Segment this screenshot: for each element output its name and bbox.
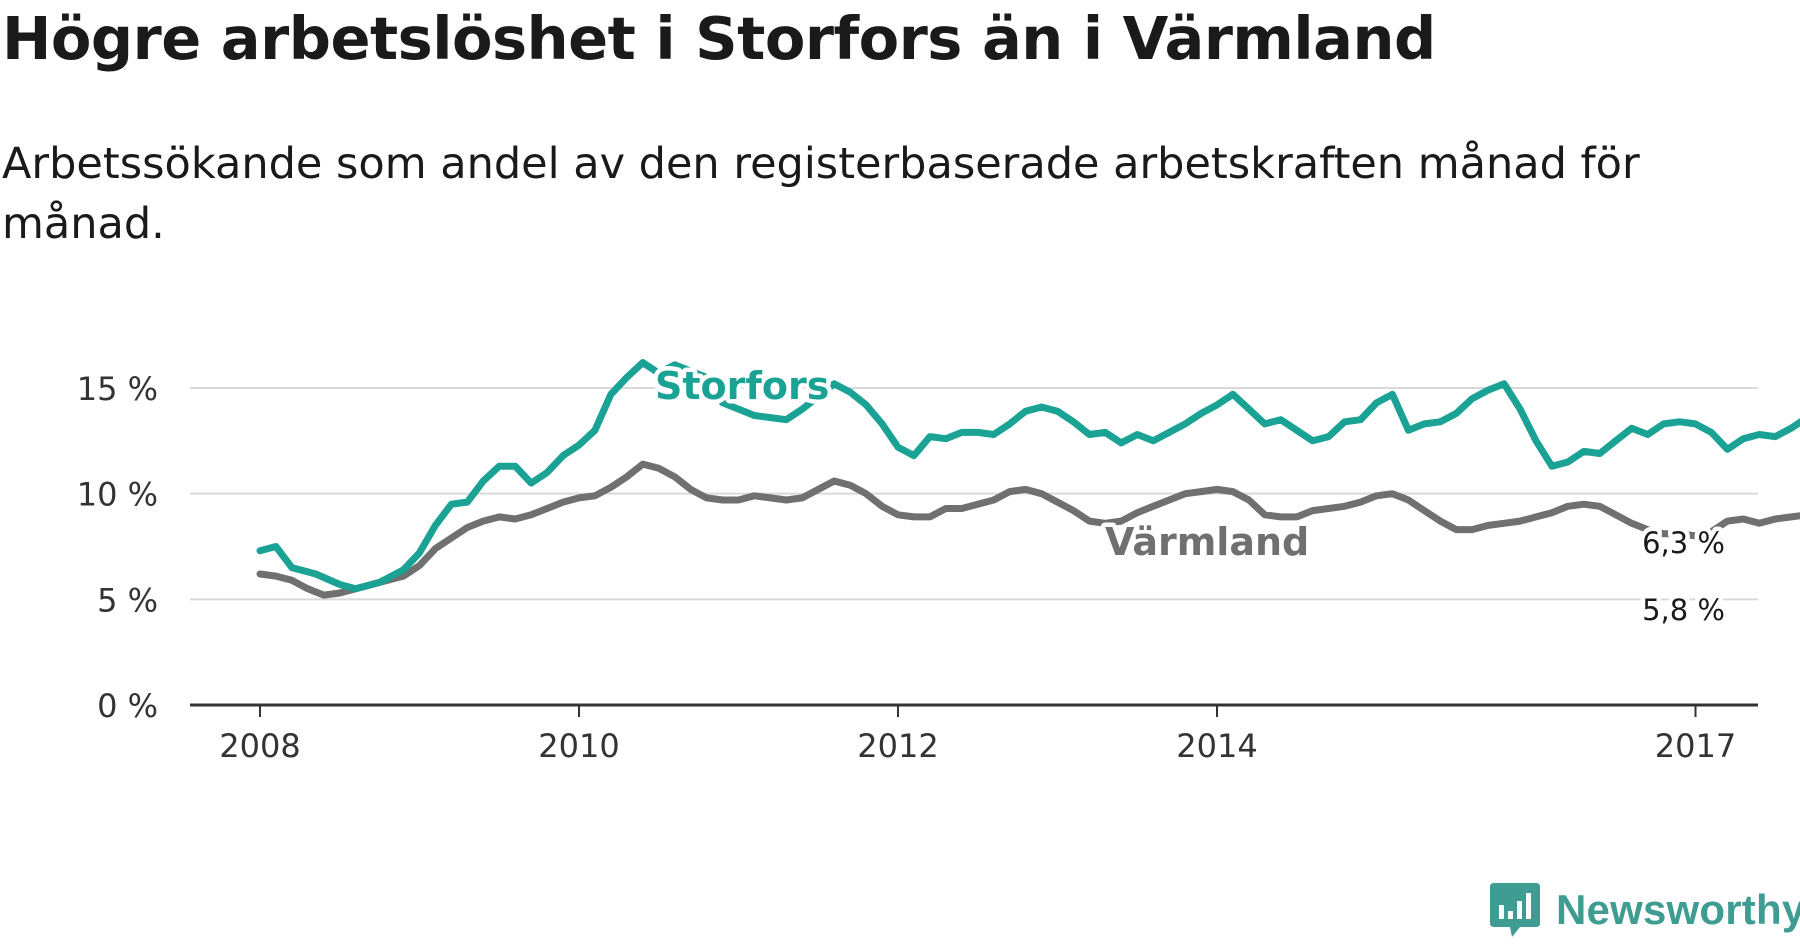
varmland-end-value: 5,8 % — [1642, 593, 1725, 627]
varmland-series-label: Värmland — [1105, 520, 1309, 564]
x-tick-label: 2010 — [538, 727, 619, 765]
chart-title: Högre arbetslöshet i Storfors än i Värml… — [2, 4, 1436, 73]
brand-logo: Newsworthy — [1490, 883, 1800, 937]
x-tick-label: 2017 — [1655, 727, 1736, 765]
line-chart: 0 %5 %10 %15 %20082010201220142017201920… — [77, 359, 1800, 765]
x-tick-label: 2014 — [1176, 727, 1257, 765]
chart-subtitle: Arbetssökande som andel av den registerb… — [2, 139, 1640, 249]
y-tick-label: 15 % — [77, 370, 158, 408]
storfors-line — [256, 359, 1800, 593]
storfors-series-label: Storfors — [655, 364, 829, 408]
y-tick-label: 0 % — [97, 687, 158, 725]
storfors-end-value: 6,3 % — [1642, 526, 1725, 560]
x-tick-label: 2012 — [857, 727, 938, 765]
newsworthy-logo-icon — [1490, 883, 1540, 937]
varmland-line — [256, 460, 1800, 599]
brand-name: Newsworthy — [1556, 886, 1800, 933]
y-tick-label: 10 % — [77, 476, 158, 514]
x-tick-label: 2008 — [219, 727, 300, 765]
y-tick-label: 5 % — [97, 581, 158, 619]
